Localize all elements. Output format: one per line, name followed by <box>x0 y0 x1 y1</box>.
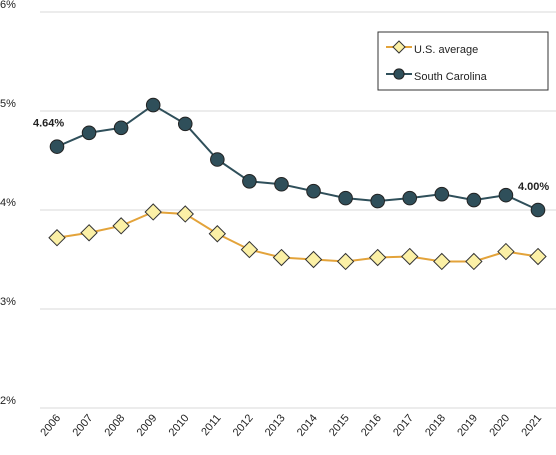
point <box>144 203 162 221</box>
data-label: 4.00% <box>518 181 549 193</box>
point <box>176 205 194 223</box>
point <box>306 183 321 199</box>
x-tick-label: 2020 <box>487 412 512 438</box>
point <box>401 247 419 266</box>
x-tick-label: 2014 <box>295 412 320 438</box>
legend-label: South Carolina <box>414 71 488 83</box>
point <box>177 116 193 132</box>
x-tick-label: 2007 <box>70 412 95 438</box>
legend-marker <box>392 40 406 54</box>
x-tick-label: 2012 <box>231 412 256 438</box>
series-line <box>56 210 539 263</box>
y-tick-label: 4% <box>0 197 16 209</box>
point <box>80 224 98 242</box>
y-tick-label: 6% <box>0 0 16 11</box>
point <box>274 176 289 192</box>
point <box>240 240 259 259</box>
legend-marker <box>393 68 405 80</box>
point <box>465 252 483 271</box>
y-tick-label: 3% <box>0 296 16 308</box>
x-tick-label: 2008 <box>103 412 128 438</box>
point <box>304 250 323 269</box>
x-tick-label: 2018 <box>423 412 448 438</box>
x-tick-label: 2017 <box>391 412 416 438</box>
x-tick-label: 2021 <box>519 412 544 438</box>
point <box>368 248 387 267</box>
legend-box <box>377 31 549 91</box>
x-tick-label: 2009 <box>135 412 160 438</box>
point <box>530 202 546 218</box>
point <box>208 225 227 243</box>
point <box>370 193 385 209</box>
point <box>434 186 450 202</box>
point <box>112 217 130 235</box>
point <box>81 125 97 141</box>
point <box>402 190 418 206</box>
x-tick-label: 2006 <box>38 412 63 438</box>
point <box>466 192 482 208</box>
point <box>336 252 355 271</box>
point <box>498 187 514 203</box>
x-tick-label: 2019 <box>455 412 480 438</box>
point <box>48 229 66 247</box>
point <box>433 252 451 271</box>
x-tick-label: 2015 <box>327 412 352 438</box>
x-tick-label: 2013 <box>263 412 288 438</box>
point <box>113 120 129 136</box>
point <box>242 173 257 189</box>
x-tick-label: 2010 <box>167 412 192 438</box>
legend-label: U.S. average <box>414 44 478 56</box>
point <box>272 248 291 267</box>
point <box>49 139 65 154</box>
legend: U.S. average South Carolina <box>377 31 549 91</box>
point <box>210 152 225 167</box>
x-tick-label: 2016 <box>359 412 384 438</box>
point <box>497 242 515 261</box>
x-tick-label: 2011 <box>199 412 223 438</box>
point <box>529 247 547 266</box>
point <box>338 190 353 206</box>
series-line <box>56 103 539 211</box>
point <box>145 97 161 113</box>
y-tick-label: 5% <box>0 98 16 110</box>
data-label: 4.64% <box>33 118 64 130</box>
y-tick-label: 2% <box>0 395 16 407</box>
